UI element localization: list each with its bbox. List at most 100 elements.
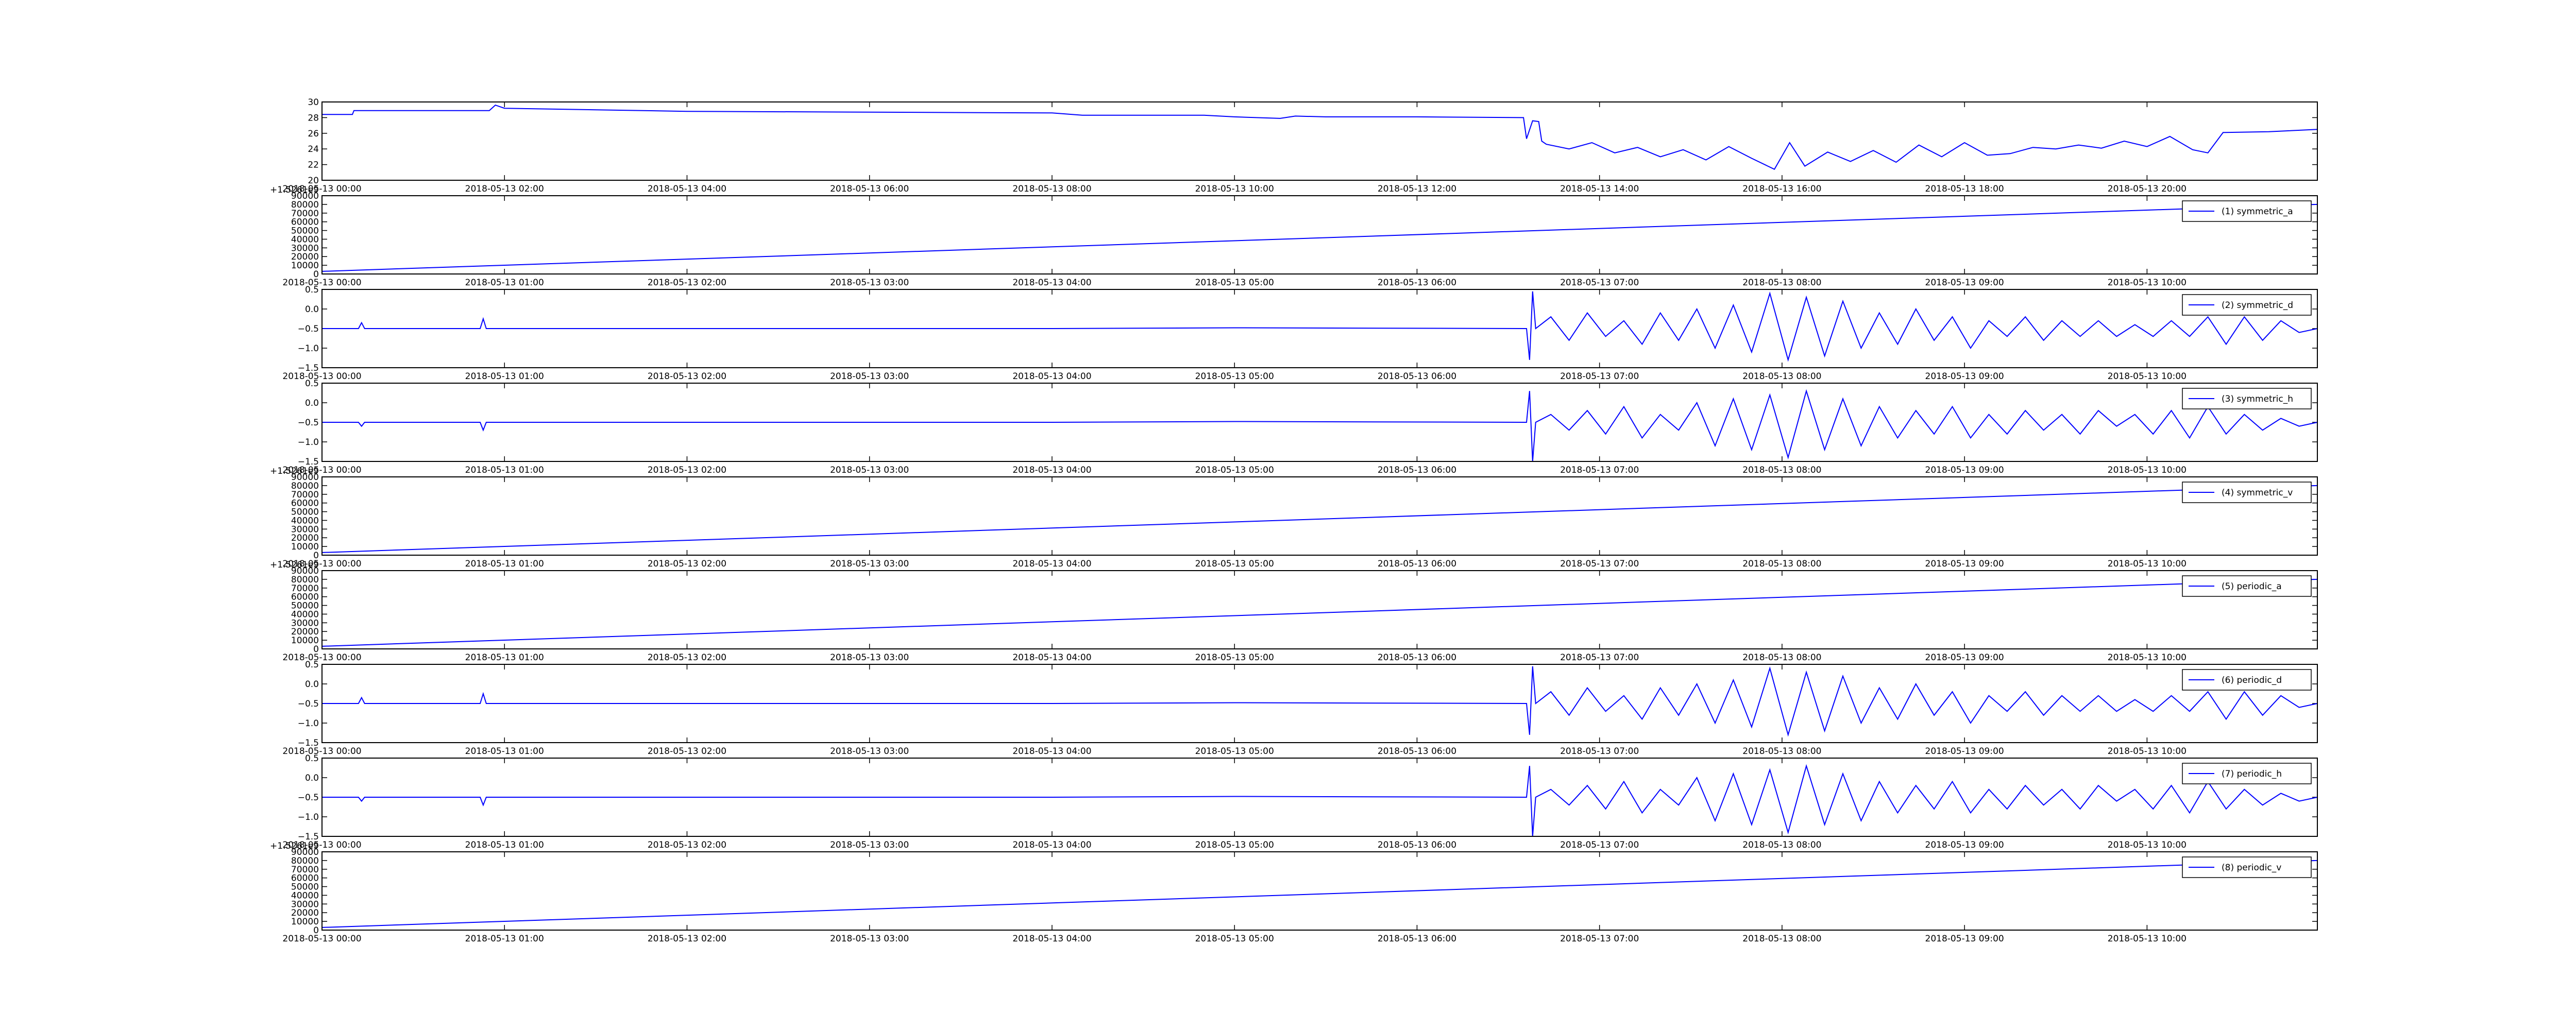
y-tick-label: −1.5 bbox=[298, 363, 319, 373]
x-tick-label: 2018-05-13 03:00 bbox=[830, 371, 909, 382]
y-tick-label: 0.0 bbox=[305, 398, 319, 408]
x-tick-label: 2018-05-13 07:00 bbox=[1560, 465, 1639, 475]
x-tick-label: 2018-05-13 07:00 bbox=[1560, 934, 1639, 944]
x-tick-label: 2018-05-13 00:00 bbox=[282, 278, 361, 288]
x-tick-label: 2018-05-13 08:00 bbox=[1012, 184, 1091, 194]
y-tick-label: 0.0 bbox=[305, 679, 319, 690]
x-tick-label: 2018-05-13 06:00 bbox=[1378, 371, 1456, 382]
y-tick-label: 80000 bbox=[291, 856, 319, 866]
y-tick-label: 70000 bbox=[291, 209, 319, 219]
x-tick-label: 2018-05-13 00:00 bbox=[282, 934, 361, 944]
subplot: 0100002000030000400005000060000700008000… bbox=[270, 466, 2318, 569]
x-tick-label: 2018-05-13 07:00 bbox=[1560, 559, 1639, 569]
x-tick-label: 2018-05-13 08:00 bbox=[1742, 465, 1821, 475]
y-tick-label: 30 bbox=[308, 97, 319, 108]
y-tick-label: 40000 bbox=[291, 516, 319, 526]
x-tick-label: 2018-05-13 10:00 bbox=[2108, 278, 2187, 288]
x-tick-label: 2018-05-13 14:00 bbox=[1560, 184, 1639, 194]
x-tick-label: 2018-05-13 00:00 bbox=[282, 653, 361, 663]
y-tick-label: 22 bbox=[308, 160, 319, 170]
x-tick-label: 2018-05-13 06:00 bbox=[1378, 465, 1456, 475]
legend-label: (7) periodic_h bbox=[2222, 769, 2282, 779]
x-tick-label: 2018-05-13 05:00 bbox=[1195, 653, 1274, 663]
data-line bbox=[321, 860, 2318, 928]
x-tick-label: 2018-05-13 06:00 bbox=[830, 184, 909, 194]
x-tick-label: 2018-05-13 05:00 bbox=[1195, 278, 1274, 288]
legend-label: (4) symmetric_v bbox=[2222, 488, 2293, 498]
offset-text: +1.5261e9 bbox=[270, 841, 319, 851]
x-tick-label: 2018-05-13 02:00 bbox=[648, 278, 726, 288]
x-tick-label: 2018-05-13 08:00 bbox=[1742, 653, 1821, 663]
axes-frame bbox=[321, 851, 2318, 931]
x-tick-label: 2018-05-13 18:00 bbox=[1925, 184, 2004, 194]
x-tick-label: 2018-05-13 08:00 bbox=[1742, 746, 1821, 757]
x-tick-label: 2018-05-13 08:00 bbox=[1742, 934, 1821, 944]
axes-frame bbox=[321, 195, 2318, 274]
y-tick-label: 50000 bbox=[291, 601, 319, 611]
subplot: 0100002000030000400005000060000700008000… bbox=[270, 560, 2318, 663]
y-tick-label: 0.5 bbox=[305, 379, 319, 389]
y-tick-label: −1.0 bbox=[298, 718, 319, 729]
x-tick-label: 2018-05-13 06:00 bbox=[1378, 653, 1456, 663]
x-tick-label: 2018-05-13 06:00 bbox=[1378, 278, 1456, 288]
x-tick-label: 2018-05-13 09:00 bbox=[1925, 840, 2004, 850]
y-tick-label: −0.5 bbox=[298, 418, 319, 428]
x-tick-label: 2018-05-13 08:00 bbox=[1742, 559, 1821, 569]
subplot: −1.5 −1.0 −0.5 0.0 0.5 2018-05-13 00:00 2018-0… bbox=[282, 753, 2318, 850]
x-tick-label: 2018-05-13 02:00 bbox=[465, 184, 544, 194]
x-tick-label: 2018-05-13 05:00 bbox=[1195, 840, 1274, 850]
data-line bbox=[322, 666, 2318, 737]
y-tick-label: 30000 bbox=[291, 524, 319, 535]
x-tick-label: 2018-05-13 08:00 bbox=[1742, 840, 1821, 850]
data-line bbox=[322, 389, 2318, 462]
data-line bbox=[321, 578, 2318, 647]
x-tick-label: 2018-05-13 02:00 bbox=[648, 840, 726, 850]
x-tick-label: 2018-05-13 06:00 bbox=[1378, 746, 1456, 757]
x-tick-label: 2018-05-13 07:00 bbox=[1560, 840, 1639, 850]
y-tick-label: −1.0 bbox=[298, 437, 319, 448]
x-tick-label: 2018-05-13 10:00 bbox=[2108, 934, 2187, 944]
y-tick-label: 90000 bbox=[291, 472, 319, 483]
x-tick-label: 2018-05-13 10:00 bbox=[2108, 653, 2187, 663]
x-tick-label: 2018-05-13 01:00 bbox=[465, 746, 544, 757]
x-tick-label: 2018-05-13 10:00 bbox=[2108, 746, 2187, 757]
x-tick-label: 2018-05-13 03:00 bbox=[830, 934, 909, 944]
y-tick-label: −0.5 bbox=[298, 699, 319, 709]
offset-text: +1.5261e9 bbox=[270, 185, 319, 195]
x-tick-label: 2018-05-13 07:00 bbox=[1560, 278, 1639, 288]
y-tick-label: 0 bbox=[313, 925, 319, 936]
y-tick-label: 0.0 bbox=[305, 773, 319, 783]
y-tick-label: 40000 bbox=[291, 890, 319, 901]
x-tick-label: 2018-05-13 04:00 bbox=[1012, 371, 1091, 382]
x-tick-label: 2018-05-13 05:00 bbox=[1195, 559, 1274, 569]
x-tick-label: 2018-05-13 04:00 bbox=[1012, 465, 1091, 475]
subplot: −1.5 −1.0 −0.5 0.0 0.5 2018-05-13 00:00 2018-0… bbox=[282, 660, 2318, 757]
y-tick-label: 20 bbox=[308, 176, 319, 186]
y-tick-label: 20000 bbox=[291, 252, 319, 262]
x-tick-label: 2018-05-13 10:00 bbox=[2108, 559, 2187, 569]
x-tick-label: 2018-05-13 02:00 bbox=[648, 371, 726, 382]
y-tick-label: 0.5 bbox=[305, 753, 319, 764]
x-tick-label: 2018-05-13 03:00 bbox=[830, 465, 909, 475]
x-tick-label: 2018-05-13 04:00 bbox=[1012, 840, 1091, 850]
y-tick-label: 0.5 bbox=[305, 285, 319, 295]
x-tick-label: 2018-05-13 06:00 bbox=[1378, 840, 1456, 850]
legend-label: (3) symmetric_h bbox=[2222, 394, 2293, 404]
x-tick-label: 2018-05-13 00:00 bbox=[282, 184, 361, 194]
subplot: 0100002000030000400005000060000700008000… bbox=[270, 185, 2318, 288]
x-tick-label: 2018-05-13 02:00 bbox=[648, 934, 726, 944]
y-tick-label: 90000 bbox=[291, 847, 319, 857]
x-tick-label: 2018-05-13 01:00 bbox=[465, 278, 544, 288]
x-tick-label: 2018-05-13 04:00 bbox=[1012, 278, 1091, 288]
y-tick-label: 10000 bbox=[291, 636, 319, 646]
x-tick-label: 2018-05-13 10:00 bbox=[2108, 840, 2187, 850]
legend-label: (5) periodic_a bbox=[2222, 581, 2282, 592]
x-tick-label: 2018-05-13 20:00 bbox=[2108, 184, 2187, 194]
y-tick-label: 20000 bbox=[291, 627, 319, 637]
subplot: −1.5 −1.0 −0.5 0.0 0.5 2018-05-13 00:00 2018-0… bbox=[282, 285, 2318, 382]
x-tick-label: 2018-05-13 01:00 bbox=[465, 934, 544, 944]
axes-frame bbox=[321, 664, 2318, 743]
data-line bbox=[321, 485, 2318, 553]
y-tick-label: −1.5 bbox=[298, 457, 319, 467]
